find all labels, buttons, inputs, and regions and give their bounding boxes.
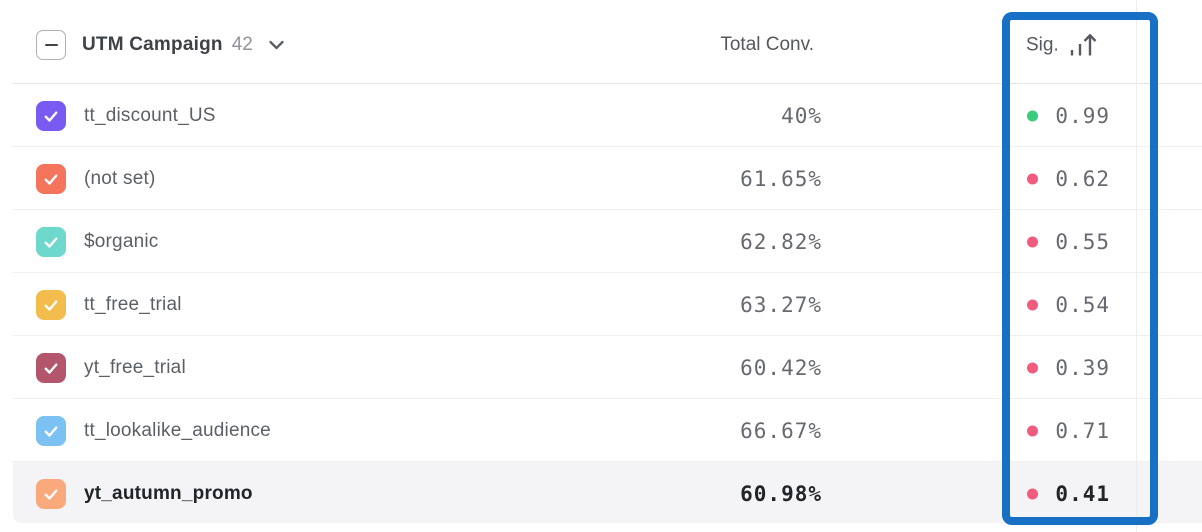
sig-dot: [1027, 362, 1038, 373]
row-label: tt_discount_US: [84, 104, 216, 126]
dimension-count: 42: [231, 34, 253, 55]
select-all-checkbox[interactable]: [36, 30, 66, 60]
table-body: tt_discount_US 40% 0.99 (not set) 61.65%…: [0, 84, 1202, 525]
check-icon: [44, 173, 58, 185]
row-checkbox[interactable]: [36, 478, 66, 509]
total-conv-value: 61.65%: [740, 166, 822, 191]
sig-value: 0.62: [1055, 166, 1110, 191]
total-conv-value: 60.42%: [740, 355, 822, 380]
row-checkbox[interactable]: [36, 415, 66, 446]
check-icon: [44, 488, 58, 500]
column-header-total-conv[interactable]: Total Conv.: [720, 34, 814, 55]
row-checkbox[interactable]: [36, 100, 66, 131]
table-row[interactable]: yt_autumn_promo 60.98% 0.41: [0, 462, 1202, 525]
row-checkbox[interactable]: [36, 289, 66, 320]
chevron-down-icon[interactable]: [268, 39, 285, 51]
check-icon: [44, 236, 58, 248]
sig-header-label: Sig.: [1026, 34, 1059, 55]
total-conv-value: 62.82%: [740, 229, 822, 254]
total-conv-value: 66.67%: [740, 418, 822, 443]
sig-dot: [1027, 173, 1038, 184]
sort-ascending-icon: [1070, 33, 1097, 56]
check-icon: [44, 362, 58, 374]
table-row[interactable]: (not set) 61.65% 0.62: [0, 147, 1202, 210]
total-conv-value: 60.98%: [740, 481, 822, 506]
table-header: UTM Campaign 42 Total Conv. Sig.: [0, 0, 1202, 84]
sig-value: 0.99: [1055, 103, 1110, 128]
sig-value: 0.55: [1055, 229, 1110, 254]
row-label: (not set): [84, 167, 156, 189]
row-checkbox[interactable]: [36, 163, 66, 194]
sig-value: 0.54: [1055, 292, 1110, 317]
row-checkbox[interactable]: [36, 352, 66, 383]
column-header-sig[interactable]: Sig.: [1026, 33, 1098, 58]
row-label: yt_autumn_promo: [84, 482, 253, 504]
table-row[interactable]: $organic 62.82% 0.55: [0, 210, 1202, 273]
check-icon: [44, 425, 58, 437]
check-icon: [44, 299, 58, 311]
sig-value: 0.39: [1055, 355, 1110, 380]
row-label: tt_lookalike_audience: [84, 419, 271, 441]
table-row[interactable]: tt_lookalike_audience 66.67% 0.71: [0, 399, 1202, 462]
sig-dot: [1027, 299, 1038, 310]
check-icon: [44, 110, 58, 122]
sig-dot: [1027, 488, 1038, 499]
table-row[interactable]: yt_free_trial 60.42% 0.39: [0, 336, 1202, 399]
sig-value: 0.71: [1055, 418, 1110, 443]
sig-dot: [1027, 110, 1038, 121]
minus-icon: [44, 43, 58, 47]
sig-value: 0.41: [1055, 481, 1110, 506]
row-checkbox[interactable]: [36, 226, 66, 257]
dimension-header: UTM Campaign 42: [82, 34, 285, 56]
sig-dot: [1027, 425, 1038, 436]
table-row[interactable]: tt_free_trial 63.27% 0.54: [0, 273, 1202, 336]
row-label: $organic: [84, 230, 159, 252]
total-conv-value: 40%: [781, 103, 822, 128]
total-conv-value: 63.27%: [740, 292, 822, 317]
sig-dot: [1027, 236, 1038, 247]
row-label: yt_free_trial: [84, 356, 186, 378]
table-row[interactable]: tt_discount_US 40% 0.99: [0, 84, 1202, 147]
dimension-title: UTM Campaign: [82, 34, 223, 55]
row-label: tt_free_trial: [84, 293, 182, 315]
